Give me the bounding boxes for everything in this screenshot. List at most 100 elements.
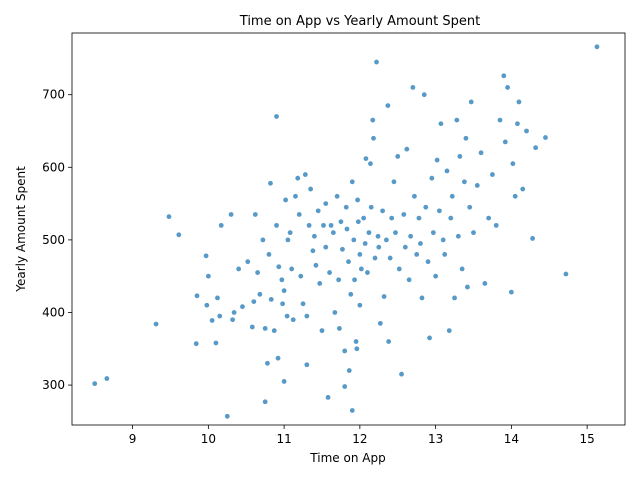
data-point xyxy=(468,99,474,105)
data-point xyxy=(444,168,450,174)
data-point xyxy=(280,301,285,307)
data-point xyxy=(334,193,340,199)
data-point xyxy=(467,204,473,210)
data-point xyxy=(274,114,279,119)
data-point xyxy=(493,222,499,228)
data-point xyxy=(408,233,414,239)
data-point xyxy=(372,255,378,261)
data-point xyxy=(446,328,452,334)
data-point xyxy=(459,266,465,272)
data-point xyxy=(393,230,398,236)
data-point xyxy=(375,233,381,239)
data-point xyxy=(505,85,510,90)
data-point xyxy=(302,172,308,177)
data-point xyxy=(176,232,182,238)
data-point xyxy=(474,183,480,188)
data-point xyxy=(346,368,352,373)
x-tick-label: 14 xyxy=(504,432,519,446)
y-tick-label: 500 xyxy=(42,233,65,247)
data-point xyxy=(391,179,397,185)
data-point xyxy=(295,175,301,181)
data-point xyxy=(312,233,317,239)
data-point xyxy=(374,59,379,65)
data-point xyxy=(338,219,344,225)
data-point xyxy=(203,253,209,259)
x-tick-label: 11 xyxy=(276,432,291,446)
data-point xyxy=(463,135,469,141)
data-point xyxy=(260,237,266,243)
data-point xyxy=(218,222,224,228)
data-point xyxy=(438,121,444,127)
data-point xyxy=(457,154,463,159)
data-point xyxy=(416,215,422,221)
y-axis-label: Yearly Amount Spent xyxy=(14,166,28,293)
data-point xyxy=(368,161,373,167)
y-tick-label: 700 xyxy=(42,88,65,102)
data-point xyxy=(257,291,263,297)
data-point xyxy=(351,237,357,243)
data-point xyxy=(355,219,361,225)
data-point xyxy=(348,291,354,297)
data-point xyxy=(352,277,357,283)
data-point xyxy=(317,281,323,286)
data-point xyxy=(380,208,385,214)
data-point xyxy=(276,264,282,270)
data-point xyxy=(262,399,268,405)
data-point xyxy=(296,212,302,217)
x-tick-label: 13 xyxy=(428,432,443,446)
data-point xyxy=(337,326,342,331)
points-layer xyxy=(92,44,600,419)
data-point xyxy=(308,186,314,192)
data-point xyxy=(313,262,319,268)
data-point xyxy=(346,259,351,265)
data-point xyxy=(385,103,391,108)
data-point xyxy=(412,193,417,199)
y-axis-ticks: 300 400 500 600 700 xyxy=(42,88,72,392)
data-point xyxy=(204,302,210,308)
data-point xyxy=(419,295,425,301)
data-point xyxy=(478,150,484,156)
data-point xyxy=(275,355,281,361)
data-point xyxy=(381,294,387,299)
data-point xyxy=(501,73,507,79)
data-point xyxy=(486,215,492,221)
data-point xyxy=(430,230,436,236)
data-point xyxy=(371,135,376,141)
data-point xyxy=(490,172,495,177)
data-point xyxy=(323,244,329,250)
data-point xyxy=(429,175,435,181)
data-point xyxy=(402,244,408,250)
data-point xyxy=(353,339,359,344)
x-axis-label: Time on App xyxy=(309,451,385,465)
data-point xyxy=(404,146,410,152)
data-point xyxy=(462,179,467,185)
data-point xyxy=(383,237,389,243)
data-point xyxy=(240,304,245,310)
data-point xyxy=(370,117,376,123)
data-point xyxy=(437,208,442,214)
y-tick-label: 400 xyxy=(42,305,65,319)
y-tick-label: 300 xyxy=(42,378,65,392)
data-point xyxy=(349,408,355,413)
data-point xyxy=(265,360,270,366)
x-tick-label: 10 xyxy=(201,432,216,446)
data-point xyxy=(231,310,237,315)
data-point xyxy=(293,193,298,199)
x-axis-ticks: 9 10 11 12 13 14 15 xyxy=(129,425,595,446)
y-tick-label: 600 xyxy=(42,160,65,174)
data-point xyxy=(454,117,460,123)
data-point xyxy=(386,339,392,344)
data-point xyxy=(287,230,293,236)
data-point xyxy=(281,379,287,384)
data-point xyxy=(274,222,279,228)
data-point xyxy=(252,212,258,217)
data-point xyxy=(497,117,503,123)
data-point xyxy=(342,348,348,354)
data-point xyxy=(262,326,268,331)
data-point xyxy=(410,85,416,90)
data-point xyxy=(166,214,172,220)
data-point xyxy=(325,395,331,400)
data-point xyxy=(306,222,312,228)
